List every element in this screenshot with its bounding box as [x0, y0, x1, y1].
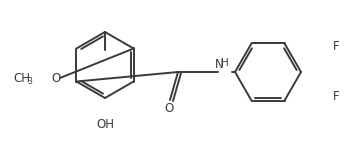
Text: H: H: [221, 58, 229, 68]
Text: O: O: [164, 101, 174, 114]
Text: OH: OH: [96, 119, 114, 132]
Text: F: F: [333, 40, 340, 53]
Text: 3: 3: [27, 77, 32, 85]
Text: F: F: [333, 90, 340, 103]
Text: N: N: [215, 58, 223, 72]
Text: O: O: [51, 72, 61, 85]
Text: CH: CH: [14, 72, 31, 85]
